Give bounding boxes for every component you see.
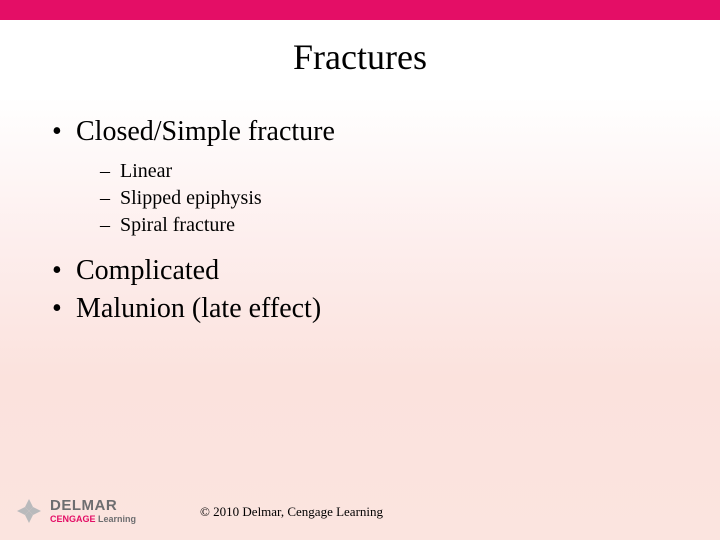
slide-body: Closed/Simple fracture Linear Slipped ep… [48, 116, 720, 325]
logo-line2: CENGAGE Learning [50, 515, 136, 524]
list-item: Spiral fracture [100, 214, 720, 237]
bullet-list-level1: Closed/Simple fracture Linear Slipped ep… [48, 116, 720, 325]
logo-mark-icon [14, 496, 44, 526]
list-item-label: Complicated [76, 255, 219, 286]
logo-line2-rest: Learning [96, 514, 137, 524]
list-item: Closed/Simple fracture Linear Slipped ep… [48, 116, 720, 237]
list-item: Malunion (late effect) [48, 293, 720, 325]
bullet-list-level2: Linear Slipped epiphysis Spiral fracture [100, 160, 720, 237]
list-item-label: Malunion (late effect) [76, 293, 321, 324]
list-item-label: Spiral fracture [120, 214, 235, 236]
list-item: Linear [100, 160, 720, 183]
logo-line2-accent: CENGAGE [50, 514, 96, 524]
logo-line1: DELMAR [50, 498, 136, 513]
list-item-label: Closed/Simple fracture [76, 116, 335, 147]
list-item: Complicated [48, 255, 720, 287]
accent-top-bar [0, 0, 720, 20]
copyright-text: © 2010 Delmar, Cengage Learning [200, 504, 383, 520]
publisher-logo: DELMAR CENGAGE Learning [14, 496, 136, 526]
list-item-label: Slipped epiphysis [120, 187, 262, 209]
slide-title: Fractures [0, 36, 720, 78]
list-item-label: Linear [120, 160, 172, 182]
slide-footer: DELMAR CENGAGE Learning © 2010 Delmar, C… [0, 496, 720, 526]
list-item: Slipped epiphysis [100, 187, 720, 210]
logo-text: DELMAR CENGAGE Learning [50, 498, 136, 524]
